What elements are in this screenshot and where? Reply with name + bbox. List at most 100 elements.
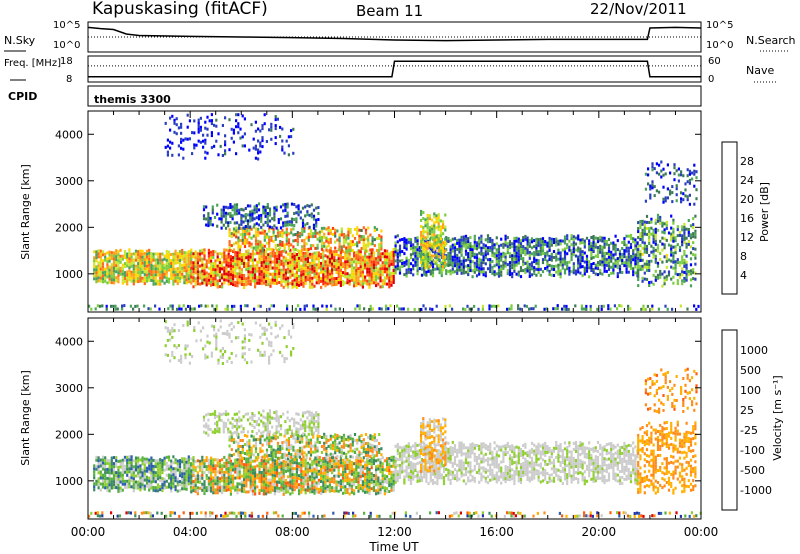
heatmap-cell: [269, 278, 272, 282]
heatmap-cell: [325, 304, 328, 308]
heatmap-cell: [670, 244, 673, 248]
heatmap-cell: [657, 511, 660, 515]
heatmap-cell: [286, 202, 289, 206]
heatmap-cell: [650, 250, 653, 254]
heatmap-cell: [261, 124, 264, 128]
heatmap-cell: [192, 483, 195, 487]
heatmap-cell: [331, 283, 334, 287]
heatmap-cell: [482, 252, 485, 256]
heatmap-cell: [216, 273, 219, 277]
heatmap-cell: [235, 226, 238, 230]
heatmap-cell: [161, 471, 164, 475]
heatmap-cell: [312, 307, 315, 311]
heatmap-cell: [583, 245, 586, 249]
heatmap-cell: [437, 249, 440, 253]
heatmap-cell: [115, 255, 118, 259]
heatmap-cell: [422, 259, 425, 262]
heatmap-cell: [254, 474, 257, 478]
heatmap-cell: [383, 252, 386, 256]
heatmap-cell: [453, 511, 456, 515]
heatmap-cell: [663, 276, 666, 280]
heatmap-cell: [178, 271, 182, 274]
heatmap-cell: [258, 266, 261, 270]
heatmap-cell: [178, 265, 182, 268]
heatmap-cell: [464, 264, 468, 268]
heatmap-cell: [286, 214, 289, 218]
heatmap-cell: [199, 486, 202, 490]
heatmap-cell: [349, 228, 352, 231]
heatmap-cell: [279, 134, 282, 138]
heatmap-cell: [271, 217, 274, 221]
heatmap-cell: [317, 218, 320, 221]
heatmap-cell: [484, 247, 487, 251]
heatmap-cell: [93, 259, 96, 263]
heatmap-cell: [237, 242, 240, 246]
heatmap-cell: [548, 245, 551, 249]
heatmap-cell: [594, 263, 597, 267]
heatmap-cell: [607, 258, 611, 262]
heatmap-cell: [623, 255, 626, 259]
heatmap-cell: [301, 221, 305, 225]
heatmap-cell: [139, 488, 142, 492]
heatmap-cell: [530, 261, 534, 265]
heatmap-cell: [185, 260, 188, 264]
heatmap-cell: [276, 275, 279, 279]
heatmap-cell: [176, 258, 179, 262]
heatmap-cell: [315, 254, 318, 258]
heatmap-cell: [229, 203, 232, 206]
heatmap-cell: [156, 462, 160, 466]
heatmap-cell: [585, 254, 589, 258]
heatmap-cell: [405, 238, 408, 242]
heatmap-cell: [535, 237, 538, 241]
heatmap-cell: [599, 250, 602, 254]
heatmap-cell: [112, 263, 116, 267]
heatmap-cell: [312, 223, 316, 227]
heatmap-cell: [152, 485, 155, 489]
heatmap-cell: [181, 460, 184, 464]
heatmap-cell: [227, 458, 230, 462]
heatmap-cell: [260, 459, 263, 462]
heatmap-cell: [99, 276, 102, 280]
heatmap-cell: [231, 214, 234, 218]
heatmap-cell: [420, 209, 423, 213]
heatmap-cell: [493, 270, 496, 274]
heatmap-cell: [260, 267, 263, 271]
heatmap-cell: [141, 477, 144, 481]
heatmap-cell: [123, 274, 127, 278]
heatmap-cell: [110, 281, 113, 285]
heatmap-cell: [665, 220, 668, 224]
heatmap-cell: [570, 237, 573, 241]
heatmap-cell: [201, 269, 204, 273]
heatmap-cell: [307, 235, 310, 239]
heatmap-cell: [276, 228, 280, 232]
heatmap-cell: [216, 267, 219, 271]
heatmap-cell: [165, 249, 168, 253]
heatmap-cell: [500, 243, 503, 247]
heatmap-cell: [293, 203, 296, 206]
heatmap-cell: [185, 460, 188, 464]
heatmap-cell: [210, 131, 213, 135]
heatmap-cell: [128, 248, 131, 252]
heatmap-cell: [349, 231, 352, 234]
heatmap-cell: [212, 470, 215, 474]
heatmap-cell: [689, 236, 693, 240]
heatmap-cell: [601, 257, 604, 261]
heatmap-cell: [375, 272, 378, 276]
heatmap-cell: [552, 274, 556, 277]
heatmap-cell: [254, 242, 258, 246]
heatmap-cell: [165, 514, 168, 518]
heatmap-cell: [648, 281, 651, 284]
heatmap-cell: [423, 263, 426, 267]
heatmap-cell: [196, 282, 199, 286]
heatmap-cell: [687, 240, 690, 243]
heatmap-cell: [167, 482, 171, 486]
heatmap-cell: [322, 258, 325, 262]
heatmap-cell: [247, 490, 250, 494]
heatmap-cell: [304, 278, 307, 282]
heatmap-cell: [414, 263, 417, 267]
heatmap-cell: [254, 468, 257, 472]
heatmap-cell: [243, 487, 246, 491]
heatmap-cell: [262, 263, 265, 267]
heatmap-cell: [284, 283, 287, 287]
heatmap-cell: [528, 244, 531, 248]
